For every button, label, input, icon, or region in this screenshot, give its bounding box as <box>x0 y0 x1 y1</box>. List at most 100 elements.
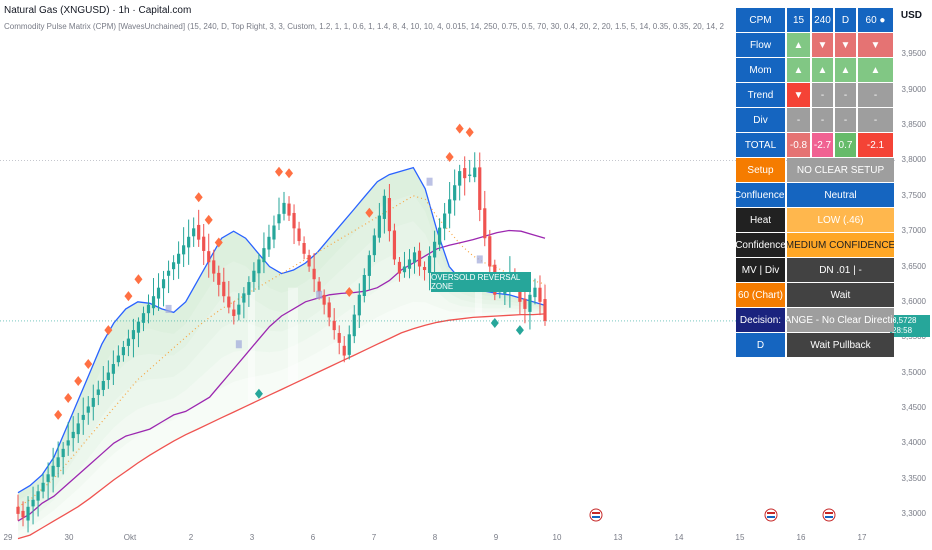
info-row-label: MV | Div <box>736 258 785 282</box>
price-tick-label: 3,9500 <box>901 49 926 59</box>
candle-body <box>282 202 286 214</box>
candle-body <box>26 506 30 521</box>
table-signal-cell: ▼ <box>858 33 893 57</box>
candle-body <box>468 174 472 176</box>
table-signal-cell: 0.7 <box>835 133 856 157</box>
price-tick-label: 3,6500 <box>901 261 926 271</box>
info-row-label: D <box>736 333 785 357</box>
candle-body <box>237 304 241 315</box>
price-tick-label: 3,9000 <box>901 84 926 94</box>
candle-body <box>86 406 90 413</box>
candle-body <box>91 397 95 407</box>
candle-body <box>397 261 402 274</box>
table-header-cell: 15 <box>787 8 810 32</box>
purple-ma-line <box>17 229 546 522</box>
orange-dots-line <box>17 195 546 508</box>
event-flag-stripe <box>767 512 775 514</box>
candle-body <box>453 185 457 201</box>
candle-body <box>392 230 397 260</box>
bearish-signal-diamond <box>365 207 374 218</box>
candle-body <box>417 250 422 267</box>
candle-body <box>182 245 186 255</box>
price-tick-label: 3,8000 <box>901 155 926 165</box>
info-row-value: Wait <box>787 283 894 307</box>
price-tick-label: 3,7500 <box>901 190 926 200</box>
candle-body <box>528 294 532 312</box>
table-signal-cell: ▲ <box>787 58 810 82</box>
table-signal-cell: ▲ <box>787 33 810 57</box>
candle-body <box>166 270 171 276</box>
candle-body <box>362 274 366 296</box>
candle-body <box>257 259 261 274</box>
event-flag-icon <box>822 508 836 522</box>
candle-body <box>412 252 417 263</box>
neutral-stripe <box>475 287 482 430</box>
candle-body <box>302 243 306 254</box>
candle-body <box>197 224 201 240</box>
time-tick-label: 9 <box>493 533 499 542</box>
candle-body <box>141 313 146 323</box>
time-tick-label: Okt <box>123 533 137 542</box>
bullish-signal-diamond <box>254 388 263 399</box>
event-flag-circle <box>589 508 603 522</box>
info-row-label: Decision: <box>736 308 785 332</box>
price-tick-label: 3,3500 <box>901 473 926 483</box>
event-flag-stripe <box>767 516 775 518</box>
chart-title: Natural Gas (XNGUSD) · 1h · Capital.com <box>4 5 192 16</box>
candle-body <box>81 414 85 420</box>
indicator-legend[interactable]: Commodity Pulse Matrix (CPM) [WavesUncha… <box>4 22 724 31</box>
candle-body <box>121 347 125 356</box>
price-tick-label: 3,4500 <box>901 402 926 412</box>
bar-countdown: 28:58 <box>892 325 913 335</box>
candle-body <box>538 287 542 302</box>
cloud-band <box>18 167 545 501</box>
candle-body <box>402 266 407 273</box>
candle-body <box>332 320 336 331</box>
candle-body <box>31 499 35 507</box>
event-flag-icon <box>589 508 603 522</box>
candle-body <box>21 510 25 518</box>
neutral-stripe <box>288 287 298 430</box>
time-tick-label: 29 <box>3 533 13 542</box>
red-floor-line <box>17 313 546 540</box>
bearish-signal-diamond <box>285 168 294 179</box>
candle-body <box>377 215 381 238</box>
table-signal-cell: - <box>812 83 833 107</box>
candle-body <box>438 227 442 245</box>
candle-body <box>483 208 487 239</box>
bearish-signal-diamond <box>455 123 464 134</box>
candle-body <box>111 364 115 374</box>
table-row-label: Trend <box>736 83 785 107</box>
event-flag-circle <box>822 508 836 522</box>
candle-body <box>287 203 291 216</box>
candle-body <box>367 255 371 276</box>
info-row-label: Confluence: <box>736 183 785 207</box>
info-row-value: Neutral <box>787 183 894 207</box>
candle-body <box>156 287 161 299</box>
candle-body <box>247 282 251 295</box>
candle-body <box>357 294 361 316</box>
info-row-value: LOW (.46) <box>787 208 894 232</box>
table-signal-cell: ▼ <box>787 83 810 107</box>
table-signal-cell: - <box>812 108 833 132</box>
price-tick-label: 3,4000 <box>901 438 926 448</box>
time-tick-label: 15 <box>735 533 745 542</box>
candle-body <box>252 270 256 282</box>
table-signal-cell: - <box>858 108 893 132</box>
table-signal-cell: - <box>787 108 810 132</box>
bearish-signal-diamond <box>124 291 133 302</box>
candle-body <box>16 506 20 514</box>
candle-body <box>307 255 311 267</box>
price-tick-label: 3,7000 <box>901 226 926 236</box>
candle-body <box>317 281 321 292</box>
info-row-label: Heat <box>736 208 785 232</box>
candle-body <box>518 282 522 302</box>
candle-body <box>136 321 141 333</box>
candle-body <box>187 236 191 248</box>
info-row-value: NO CLEAR SETUP <box>787 158 894 182</box>
candle-body <box>533 287 537 298</box>
info-square-marker <box>165 304 172 313</box>
bearish-signal-diamond <box>64 392 73 403</box>
time-tick-label: 6 <box>310 533 316 542</box>
candle-body <box>227 296 231 308</box>
